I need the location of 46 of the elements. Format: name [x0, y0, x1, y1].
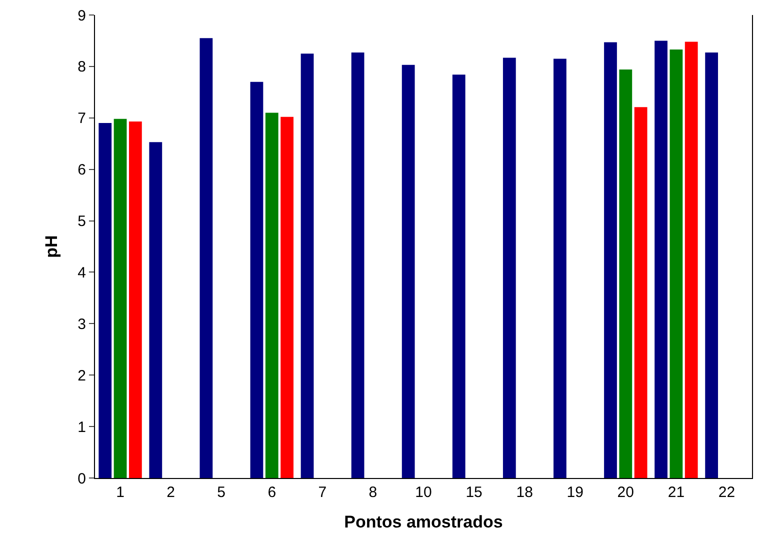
y-tick-label: 4 [78, 264, 86, 282]
bar [280, 116, 294, 478]
y-tick-label: 5 [78, 213, 86, 230]
x-tick-label: 15 [466, 484, 482, 501]
bar [634, 107, 648, 478]
x-tick-label: 2 [166, 484, 175, 501]
y-tick-label: 8 [78, 58, 86, 76]
x-tick-label: 21 [668, 484, 685, 501]
x-tick-label: 20 [617, 484, 634, 501]
bar [114, 118, 127, 478]
x-tick-label: 10 [415, 484, 432, 501]
bar [128, 121, 142, 478]
bar [98, 123, 112, 478]
bar [684, 42, 698, 478]
bar [705, 52, 718, 478]
bar [351, 52, 364, 478]
bar [502, 58, 516, 478]
x-tick-label: 6 [268, 484, 276, 501]
bar [300, 54, 314, 478]
x-tick-label: 18 [516, 484, 533, 501]
y-tick-label: 3 [78, 316, 86, 333]
y-tick-label: 6 [78, 162, 86, 179]
x-tick-label: 22 [718, 484, 736, 501]
x-tick-label: 1 [116, 484, 124, 501]
x-axis-title: Pontos amostrados [344, 512, 503, 532]
y-tick-label: 2 [78, 367, 86, 384]
bar [402, 64, 415, 478]
y-tick-label: 7 [78, 110, 86, 128]
x-tick-label: 5 [217, 484, 226, 501]
bar [604, 42, 617, 478]
x-tick-label: 8 [368, 484, 378, 501]
bar [619, 70, 632, 478]
x-tick-label: 19 [566, 484, 584, 501]
y-tick-label: 9 [78, 7, 86, 24]
bar [200, 38, 213, 478]
bar [452, 74, 466, 478]
bar [654, 40, 668, 478]
x-tick-label: 7 [318, 484, 327, 501]
bar [554, 58, 566, 478]
y-tick-label: 0 [78, 470, 86, 488]
bar [149, 142, 162, 478]
y-tick-label: 1 [78, 418, 86, 436]
bar [250, 82, 264, 478]
bar [265, 112, 278, 478]
y-axis-title: pH [42, 235, 62, 258]
bar [670, 49, 683, 478]
